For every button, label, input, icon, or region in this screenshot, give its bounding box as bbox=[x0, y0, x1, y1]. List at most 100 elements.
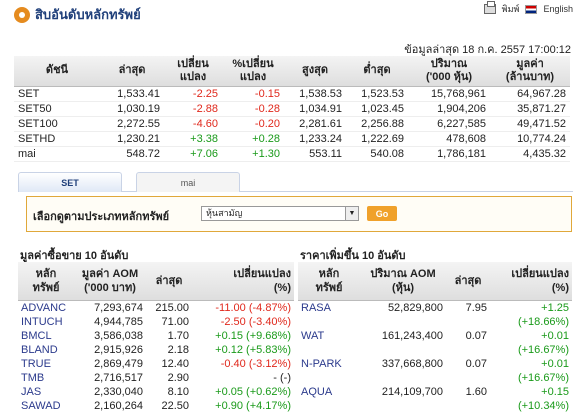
header-links: พิมพ์ English bbox=[483, 1, 573, 16]
bullet-icon bbox=[14, 6, 30, 23]
index-high: 2,281.61 bbox=[284, 116, 346, 132]
col-header-text: ปริมาณ ('000 หุ้น) bbox=[425, 57, 473, 83]
stock-symbol[interactable]: TMB bbox=[21, 371, 45, 384]
col-header: %เปลี่ยน แปลง bbox=[222, 56, 284, 87]
index-symbol[interactable]: SET bbox=[14, 86, 100, 102]
index-high: 1,538.53 bbox=[284, 86, 346, 102]
col-header-text: %เปลี่ยน แปลง bbox=[232, 57, 274, 83]
index-volume: 6,227,585 bbox=[408, 116, 490, 132]
aom-value: 7,293,674 bbox=[94, 301, 143, 314]
aom-value: 3,586,038 bbox=[94, 329, 143, 342]
table-row: JAS 2,330,040 8.10 +0.05 (+0.62%) bbox=[18, 385, 294, 399]
index-symbol[interactable]: SET100 bbox=[14, 116, 100, 132]
col-header: สูงสุด bbox=[284, 56, 346, 87]
tab-mai[interactable]: mai bbox=[136, 172, 240, 192]
price-change: +0.12 (+5.83%) bbox=[215, 343, 291, 356]
col-header: เปลี่ยนแปลง (%) bbox=[192, 262, 294, 301]
index-change: -2.25 bbox=[164, 86, 222, 102]
table-row-sub: (+18.66%) bbox=[298, 315, 572, 329]
aom-volume: 337,668,800 bbox=[381, 357, 443, 370]
index-pct-change: -0.20 bbox=[222, 116, 284, 132]
price-change: -0.40 (-3.12%) bbox=[220, 357, 291, 370]
index-change: +3.38 bbox=[164, 131, 222, 147]
print-link[interactable]: พิมพ์ bbox=[501, 4, 520, 14]
index-high: 1,233.24 bbox=[284, 131, 346, 147]
english-link[interactable]: English bbox=[543, 4, 573, 14]
table-row-sub: (+16.67%) bbox=[298, 343, 572, 357]
stock-symbol[interactable]: BLAND bbox=[21, 343, 58, 356]
index-pct-change: +0.28 bbox=[222, 131, 284, 147]
index-last: 1,030.19 bbox=[100, 101, 164, 117]
stock-symbol[interactable]: AQUA bbox=[301, 385, 333, 398]
top-gainers-title: ราคาเพิ่มขึ้น 10 อันดับ bbox=[300, 250, 406, 262]
price-change: +0.15 bbox=[541, 385, 569, 398]
index-symbol[interactable]: mai bbox=[14, 146, 100, 162]
index-header-row: ดัชนี ล่าสุด เปลี่ยน แปลง %เปลี่ยน แปลง … bbox=[14, 56, 570, 87]
index-value: 35,871.27 bbox=[490, 101, 570, 117]
english-flag-icon[interactable] bbox=[525, 4, 538, 14]
table-row: N-PARK 337,668,800 0.07 +0.01 bbox=[298, 357, 572, 371]
page-title: สิบอันดับหลักทรัพย์ bbox=[35, 8, 141, 23]
stock-symbol[interactable]: BMCL bbox=[21, 329, 52, 342]
price-change: +0.01 bbox=[541, 357, 569, 370]
index-symbol[interactable]: SETHD bbox=[14, 131, 100, 147]
page-title-group: สิบอันดับหลักทรัพย์ bbox=[14, 4, 141, 25]
index-change: +7.06 bbox=[164, 146, 222, 162]
index-last: 1,533.41 bbox=[100, 86, 164, 102]
percent-change: (+16.67%) bbox=[517, 371, 569, 384]
index-table: ดัชนี ล่าสุด เปลี่ยน แปลง %เปลี่ยน แปลง … bbox=[14, 56, 570, 162]
index-symbol[interactable]: SET50 bbox=[14, 101, 100, 117]
index-last: 548.72 bbox=[100, 146, 164, 162]
last-price: 0.07 bbox=[465, 357, 487, 370]
aom-value: 2,716,517 bbox=[94, 371, 143, 384]
aom-value: 2,330,040 bbox=[94, 385, 143, 398]
price-change: -11.00 (-4.87%) bbox=[215, 301, 291, 314]
top-value-header-row: หลัก ทรัพย์ มูลค่า AOM ('000 บาท) ล่าสุด… bbox=[18, 262, 294, 301]
col-header-text: มูลค่า (ล้านบาท) bbox=[505, 57, 555, 83]
stock-symbol[interactable]: ADVANC bbox=[21, 301, 67, 314]
go-button[interactable]: Go bbox=[367, 206, 397, 221]
last-price: 22.50 bbox=[161, 399, 189, 412]
index-row-set100: SET100 2,272.55 -4.60 -0.20 2,281.61 2,2… bbox=[14, 116, 570, 132]
index-volume: 478,608 bbox=[408, 131, 490, 147]
price-change: +0.15 (+9.68%) bbox=[215, 329, 291, 342]
col-header: หลัก ทรัพย์ bbox=[18, 262, 74, 301]
stock-symbol[interactable]: WAT bbox=[301, 329, 325, 342]
top-gainers-table: หลัก ทรัพย์ ปริมาณ AOM (หุ้น) ล่าสุด เปล… bbox=[298, 262, 572, 413]
tab-set[interactable]: SET bbox=[18, 172, 122, 192]
printer-icon[interactable] bbox=[483, 1, 496, 14]
index-low: 1,523.53 bbox=[346, 86, 408, 102]
table-row: ADVANC 7,293,674 215.00 -11.00 (-4.87%) bbox=[18, 300, 294, 315]
security-type-select[interactable]: หุ้นสามัญ ▼ bbox=[201, 206, 359, 221]
stock-symbol[interactable]: RASA bbox=[301, 301, 331, 314]
stock-symbol[interactable]: JAS bbox=[21, 385, 42, 398]
index-row-sethd: SETHD 1,230.21 +3.38 +0.28 1,233.24 1,22… bbox=[14, 131, 570, 147]
stock-symbol[interactable]: INTUCH bbox=[21, 315, 63, 328]
chevron-down-icon[interactable]: ▼ bbox=[345, 207, 358, 220]
table-row-sub: (+10.34%) bbox=[298, 399, 572, 413]
price-change: +0.01 bbox=[541, 329, 569, 342]
index-value: 64,967.28 bbox=[490, 86, 570, 102]
table-row: SAWAD 2,160,264 22.50 +0.90 (+4.17%) bbox=[18, 399, 294, 413]
table-row: RASA 52,829,800 7.95 +1.25 bbox=[298, 300, 572, 315]
col-header: ล่าสุด bbox=[446, 262, 490, 301]
stock-symbol[interactable]: N-PARK bbox=[301, 357, 342, 370]
top-value-title: มูลค่าซื้อขาย 10 อันดับ bbox=[20, 250, 129, 262]
col-header: ดัชนี bbox=[14, 56, 100, 87]
top-value-table: หลัก ทรัพย์ มูลค่า AOM ('000 บาท) ล่าสุด… bbox=[18, 262, 294, 413]
index-pct-change: -0.28 bbox=[222, 101, 284, 117]
aom-value: 2,869,479 bbox=[94, 357, 143, 370]
price-change: +1.25 bbox=[541, 301, 569, 314]
aom-value: 4,944,785 bbox=[94, 315, 143, 328]
top-gainers-header-row: หลัก ทรัพย์ ปริมาณ AOM (หุ้น) ล่าสุด เปล… bbox=[298, 262, 572, 301]
table-row: BMCL 3,586,038 1.70 +0.15 (+9.68%) bbox=[18, 329, 294, 343]
index-row-mai: mai 548.72 +7.06 +1.30 553.11 540.08 1,7… bbox=[14, 146, 570, 162]
col-header: ต่ำสุด bbox=[346, 56, 408, 87]
stock-symbol[interactable]: SAWAD bbox=[21, 399, 61, 412]
security-type-filter: เลือกดูตามประเภทหลักทรัพย์ หุ้นสามัญ ▼ G… bbox=[26, 196, 572, 232]
index-row-set50: SET50 1,030.19 -2.88 -0.28 1,034.91 1,02… bbox=[14, 101, 570, 117]
stock-symbol[interactable]: TRUE bbox=[21, 357, 51, 370]
last-price: 2.18 bbox=[167, 343, 189, 356]
table-row: INTUCH 4,944,785 71.00 -2.50 (-3.40%) bbox=[18, 315, 294, 329]
table-row-sub: (+16.67%) bbox=[298, 371, 572, 385]
